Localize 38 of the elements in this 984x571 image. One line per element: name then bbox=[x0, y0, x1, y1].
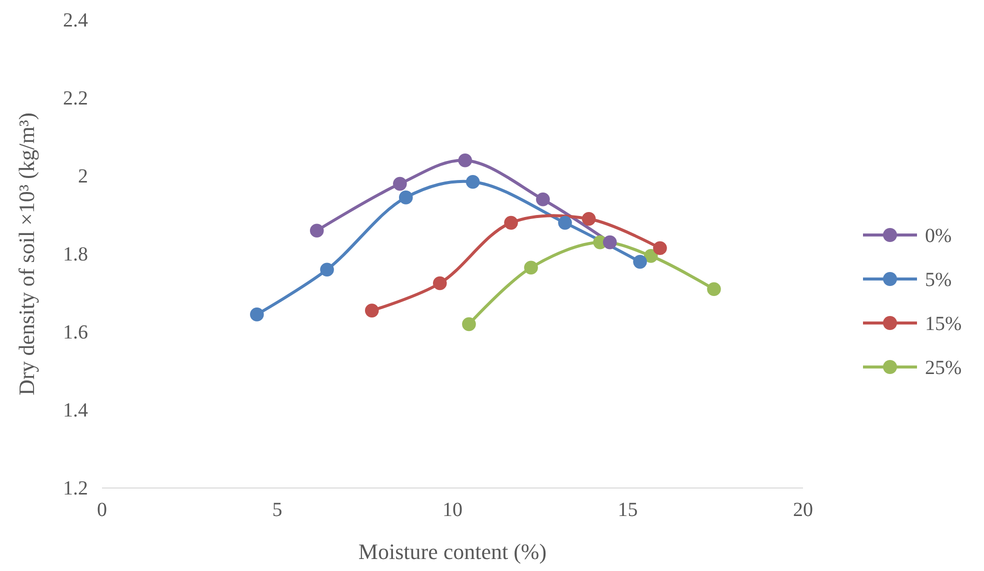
point bbox=[310, 224, 324, 238]
point bbox=[602, 235, 617, 250]
point bbox=[250, 308, 264, 322]
point bbox=[458, 154, 472, 168]
y-tick-label: 2.2 bbox=[63, 87, 88, 110]
y-tick-label: 2.4 bbox=[63, 9, 88, 32]
point bbox=[707, 282, 721, 296]
point bbox=[536, 192, 550, 206]
point bbox=[393, 176, 407, 191]
point bbox=[320, 262, 334, 276]
y-tick-label: 1.2 bbox=[63, 477, 88, 500]
legend-label: 0% bbox=[925, 225, 952, 247]
y-tick-label: 1.6 bbox=[63, 321, 88, 344]
point bbox=[582, 212, 596, 226]
x-tick-label: 10 bbox=[442, 499, 462, 522]
point bbox=[524, 260, 538, 275]
x-axis-title: Moisture content (%) bbox=[358, 539, 547, 564]
point bbox=[364, 304, 379, 318]
point bbox=[504, 216, 518, 230]
y-tick-label: 1.8 bbox=[63, 243, 88, 266]
y-tick-label: 1.4 bbox=[63, 399, 88, 422]
point bbox=[653, 241, 667, 256]
point bbox=[644, 249, 658, 263]
x-tick-label: 0 bbox=[97, 499, 107, 522]
x-tick-label: 20 bbox=[793, 499, 813, 522]
x-tick-label: 5 bbox=[272, 499, 282, 522]
point bbox=[398, 190, 413, 204]
y-axis-title: Dry density of soil ×10³ (kg/m³) bbox=[14, 112, 39, 396]
point bbox=[462, 317, 476, 332]
y-tick-label: 2 bbox=[78, 165, 88, 188]
legend-label: 25% bbox=[925, 357, 962, 379]
point bbox=[432, 276, 447, 290]
point bbox=[466, 174, 480, 189]
point bbox=[633, 254, 647, 269]
legend-label: 15% bbox=[925, 313, 962, 335]
x-tick-label: 15 bbox=[618, 499, 638, 522]
legend-label: 5% bbox=[925, 269, 952, 291]
point bbox=[558, 216, 572, 230]
